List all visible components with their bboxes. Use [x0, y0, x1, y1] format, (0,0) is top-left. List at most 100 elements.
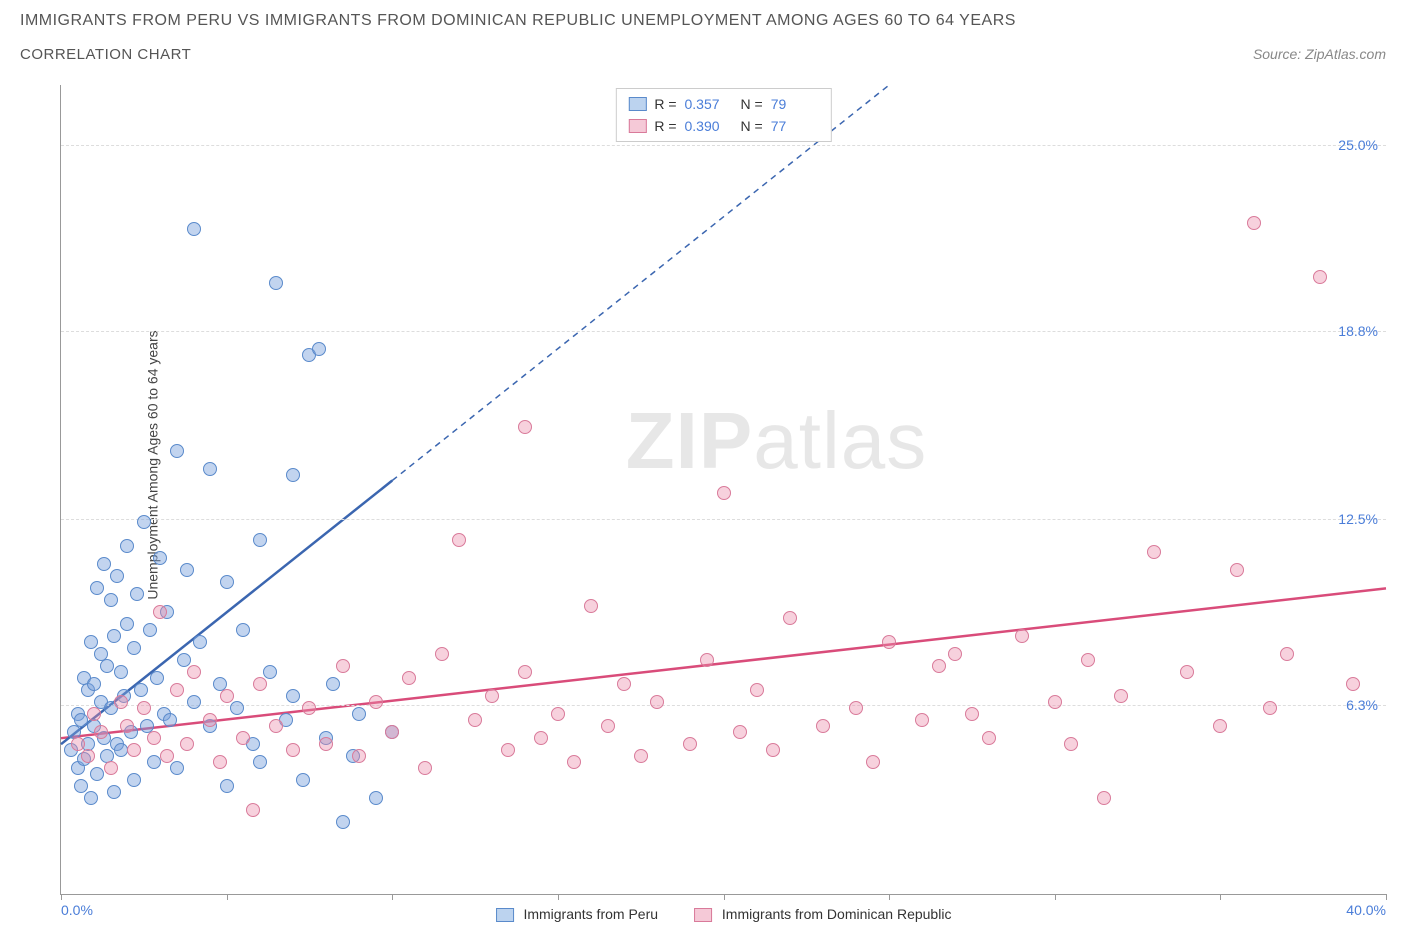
- data-point-dominican: [246, 803, 260, 817]
- data-point-peru: [134, 683, 148, 697]
- y-tick-label: 25.0%: [1338, 137, 1378, 153]
- data-point-peru: [97, 557, 111, 571]
- data-point-dominican: [750, 683, 764, 697]
- data-point-peru: [100, 659, 114, 673]
- data-point-dominican: [1081, 653, 1095, 667]
- data-point-dominican: [1114, 689, 1128, 703]
- r-value-dominican: 0.390: [685, 115, 733, 137]
- swatch-dominican-bottom: [694, 908, 712, 922]
- swatch-peru-bottom: [496, 908, 514, 922]
- data-point-peru: [296, 773, 310, 787]
- chart-title-line2: CORRELATION CHART: [20, 46, 191, 63]
- data-point-peru: [263, 665, 277, 679]
- data-point-dominican: [302, 701, 316, 715]
- data-point-dominican: [170, 683, 184, 697]
- data-point-dominican: [1015, 629, 1029, 643]
- y-tick-label: 6.3%: [1346, 697, 1378, 713]
- data-point-peru: [87, 677, 101, 691]
- data-point-dominican: [1097, 791, 1111, 805]
- data-point-dominican: [501, 743, 515, 757]
- data-point-peru: [336, 815, 350, 829]
- data-point-dominican: [816, 719, 830, 733]
- data-point-dominican: [71, 737, 85, 751]
- x-tick-label: 0.0%: [61, 902, 93, 918]
- data-point-peru: [163, 713, 177, 727]
- data-point-peru: [170, 761, 184, 775]
- data-point-dominican: [1263, 701, 1277, 715]
- data-point-dominican: [352, 749, 366, 763]
- data-point-peru: [90, 767, 104, 781]
- data-point-dominican: [915, 713, 929, 727]
- x-tick: [724, 894, 725, 900]
- n-value-dominican: 77: [771, 115, 819, 137]
- data-point-dominican: [1180, 665, 1194, 679]
- data-point-dominican: [213, 755, 227, 769]
- data-point-dominican: [634, 749, 648, 763]
- data-point-dominican: [1313, 270, 1327, 284]
- data-point-dominican: [402, 671, 416, 685]
- data-point-peru: [253, 533, 267, 547]
- data-point-peru: [107, 629, 121, 643]
- data-point-peru: [236, 623, 250, 637]
- data-point-dominican: [269, 719, 283, 733]
- data-point-dominican: [1247, 216, 1261, 230]
- data-point-dominican: [518, 420, 532, 434]
- watermark: ZIPatlas: [626, 395, 927, 487]
- data-point-peru: [74, 713, 88, 727]
- data-point-peru: [147, 755, 161, 769]
- data-point-dominican: [369, 695, 383, 709]
- data-point-dominican: [94, 725, 108, 739]
- data-point-peru: [114, 743, 128, 757]
- data-point-peru: [253, 755, 267, 769]
- data-point-dominican: [567, 755, 581, 769]
- series-legend: Immigrants from Peru Immigrants from Dom…: [496, 906, 952, 922]
- r-value-peru: 0.357: [685, 93, 733, 115]
- source-attribution: Source: ZipAtlas.com: [1253, 46, 1386, 62]
- data-point-peru: [326, 677, 340, 691]
- y-tick-label: 18.8%: [1338, 323, 1378, 339]
- stats-row-dominican: R = 0.390 N = 77: [628, 115, 818, 137]
- data-point-dominican: [1048, 695, 1062, 709]
- data-point-dominican: [965, 707, 979, 721]
- data-point-dominican: [120, 719, 134, 733]
- data-point-dominican: [932, 659, 946, 673]
- stats-row-peru: R = 0.357 N = 79: [628, 93, 818, 115]
- data-point-dominican: [385, 725, 399, 739]
- data-point-peru: [193, 635, 207, 649]
- gridline-h: [61, 145, 1386, 146]
- data-point-dominican: [468, 713, 482, 727]
- data-point-dominican: [418, 761, 432, 775]
- chart-title-line1: IMMIGRANTS FROM PERU VS IMMIGRANTS FROM …: [20, 12, 1386, 30]
- gridline-h: [61, 331, 1386, 332]
- data-point-peru: [150, 671, 164, 685]
- data-point-dominican: [584, 599, 598, 613]
- data-point-dominican: [220, 689, 234, 703]
- data-point-dominican: [948, 647, 962, 661]
- data-point-dominican: [203, 713, 217, 727]
- x-tick: [889, 894, 890, 900]
- data-point-peru: [120, 539, 134, 553]
- stats-legend: R = 0.357 N = 79 R = 0.390 N = 77: [615, 88, 831, 142]
- data-point-dominican: [683, 737, 697, 751]
- data-point-peru: [286, 468, 300, 482]
- data-point-peru: [74, 779, 88, 793]
- data-point-dominican: [160, 749, 174, 763]
- data-point-dominican: [137, 701, 151, 715]
- data-point-dominican: [783, 611, 797, 625]
- data-point-peru: [90, 581, 104, 595]
- data-point-peru: [84, 791, 98, 805]
- x-tick: [227, 894, 228, 900]
- data-point-peru: [187, 222, 201, 236]
- data-point-dominican: [87, 707, 101, 721]
- data-point-dominican: [153, 605, 167, 619]
- data-point-dominican: [236, 731, 250, 745]
- data-point-peru: [187, 695, 201, 709]
- data-point-peru: [137, 515, 151, 529]
- data-point-peru: [114, 665, 128, 679]
- data-point-dominican: [147, 731, 161, 745]
- data-point-dominican: [518, 665, 532, 679]
- data-point-dominican: [1230, 563, 1244, 577]
- data-point-peru: [110, 569, 124, 583]
- data-point-peru: [177, 653, 191, 667]
- data-point-dominican: [1346, 677, 1360, 691]
